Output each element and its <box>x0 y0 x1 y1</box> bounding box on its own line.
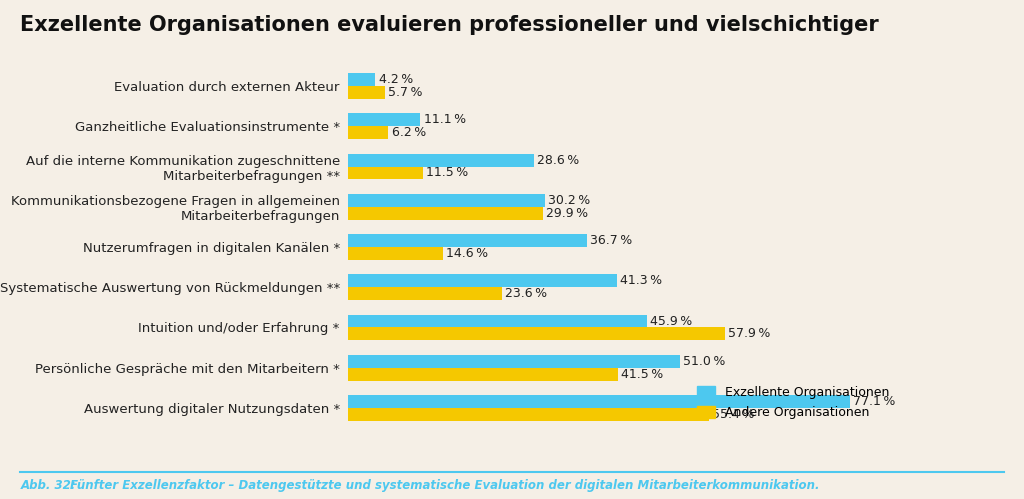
Text: 77.1 %: 77.1 % <box>853 395 895 408</box>
Bar <box>348 207 543 220</box>
Bar <box>348 368 618 381</box>
Text: 6.2 %: 6.2 % <box>392 126 426 139</box>
Text: 28.6 %: 28.6 % <box>538 154 580 167</box>
Bar <box>348 113 421 126</box>
Text: 23.6 %: 23.6 % <box>505 287 547 300</box>
Text: 11.5 %: 11.5 % <box>426 167 468 180</box>
Text: 41.5 %: 41.5 % <box>622 368 664 381</box>
Bar <box>348 314 647 327</box>
Text: 30.2 %: 30.2 % <box>548 194 590 207</box>
Text: 57.9 %: 57.9 % <box>728 327 770 340</box>
Bar <box>348 395 850 408</box>
Bar <box>348 327 725 340</box>
Text: 55.4 %: 55.4 % <box>712 408 755 421</box>
Bar <box>348 234 587 247</box>
Text: 45.9 %: 45.9 % <box>650 314 692 327</box>
Text: 29.9 %: 29.9 % <box>546 207 588 220</box>
Bar <box>348 194 545 207</box>
Bar <box>348 167 423 180</box>
Text: 11.1 %: 11.1 % <box>424 113 466 126</box>
Text: Exzellente Organisationen evaluieren professioneller und vielschichtiger: Exzellente Organisationen evaluieren pro… <box>20 15 880 35</box>
Text: 41.3 %: 41.3 % <box>621 274 663 287</box>
Bar <box>348 408 709 421</box>
Text: 14.6 %: 14.6 % <box>446 247 488 260</box>
Bar <box>348 126 388 139</box>
Text: 51.0 %: 51.0 % <box>683 355 726 368</box>
Text: 36.7 %: 36.7 % <box>590 234 633 247</box>
Text: Fünfter Exzellenzfaktor – Datengestützte und systematische Evaluation der digita: Fünfter Exzellenzfaktor – Datengestützte… <box>70 479 819 492</box>
Text: 4.2 %: 4.2 % <box>379 73 413 86</box>
Bar <box>348 287 502 300</box>
Text: 5.7 %: 5.7 % <box>388 86 423 99</box>
Bar <box>348 355 680 368</box>
Legend: Exzellente Organisationen, Andere Organisationen: Exzellente Organisationen, Andere Organi… <box>692 381 895 424</box>
Bar <box>348 154 535 167</box>
Bar <box>348 274 616 287</box>
Bar <box>348 247 443 260</box>
Text: Abb. 32:: Abb. 32: <box>20 479 80 492</box>
Bar <box>348 86 385 99</box>
Bar <box>348 73 376 86</box>
